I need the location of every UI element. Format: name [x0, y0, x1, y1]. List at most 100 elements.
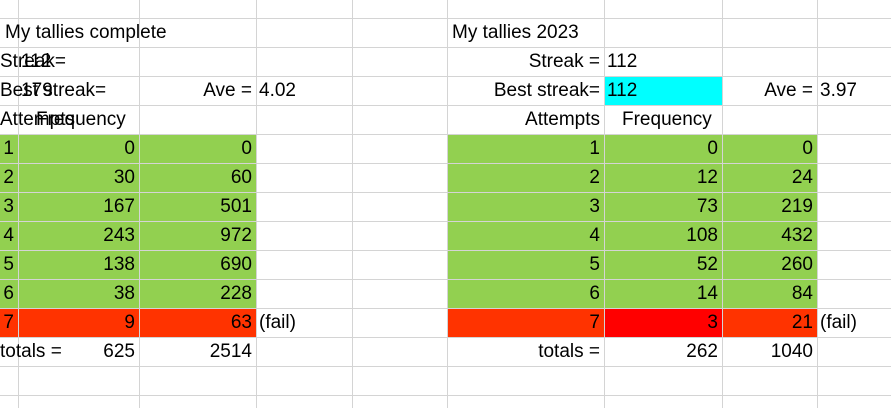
right-frequency-cell: 73 — [696, 196, 718, 217]
left-total-frequency: 625 — [103, 341, 135, 362]
right-attempt-cell: 5 — [589, 254, 600, 275]
right-total-product: 1040 — [770, 341, 813, 362]
gridline-horizontal — [0, 337, 891, 338]
left-frequency-cell: 38 — [113, 283, 135, 304]
gridline-vertical — [256, 0, 257, 408]
right-frequency-cell: 14 — [696, 283, 718, 304]
right-row-fill — [447, 279, 817, 308]
left-streak-value: 112 — [21, 51, 52, 72]
right-row-fill — [447, 134, 817, 163]
gridline-vertical — [139, 0, 140, 408]
left-ave-label: Ave = — [203, 80, 252, 101]
left-row-fill — [0, 221, 256, 250]
left-frequency-cell: 138 — [103, 254, 135, 275]
left-frequency-cell: 9 — [124, 312, 135, 333]
right-row-fill — [447, 250, 817, 279]
right-product-cell: 0 — [802, 138, 813, 159]
left-attempt-cell: 7 — [3, 312, 14, 333]
gridline-horizontal — [0, 18, 891, 19]
right-frequency-header: Frequency — [622, 109, 712, 130]
left-attempt-cell: 1 — [3, 138, 14, 159]
gridline-horizontal — [0, 105, 891, 106]
right-row-fill — [447, 192, 817, 221]
right-ave-value: 3.97 — [820, 80, 857, 101]
left-row-fill — [0, 250, 256, 279]
left-product-cell: 63 — [230, 312, 252, 333]
right-attempt-cell: 6 — [589, 283, 600, 304]
gridline-vertical — [722, 0, 723, 408]
right-product-cell: 84 — [791, 283, 813, 304]
right-ave-label: Ave = — [764, 80, 813, 101]
right-product-cell: 260 — [781, 254, 813, 275]
left-ave-value: 4.02 — [259, 80, 296, 101]
left-attempt-cell: 5 — [3, 254, 14, 275]
left-product-cell: 501 — [220, 196, 252, 217]
right-product-cell: 219 — [781, 196, 813, 217]
left-attempts-header: Attempts — [0, 109, 75, 130]
gridline-horizontal — [0, 395, 891, 396]
right-frequency-cell: 12 — [696, 167, 718, 188]
left-row-fill — [0, 192, 256, 221]
right-best-streak-label: Best streak= — [493, 80, 600, 101]
right-frequency-cell: 0 — [707, 138, 718, 159]
left-product-cell: 690 — [220, 254, 252, 275]
right-attempt-cell: 7 — [589, 312, 600, 333]
right-frequency-cell: 3 — [707, 312, 718, 333]
left-fail-note: (fail) — [259, 312, 296, 333]
left-attempt-cell: 3 — [3, 196, 14, 217]
gridline-horizontal — [0, 134, 891, 135]
right-totals-label: totals = — [538, 341, 600, 362]
gridline-vertical — [604, 0, 605, 408]
left-best-streak-value: 179 — [21, 80, 53, 101]
right-attempt-cell: 1 — [589, 138, 600, 159]
gridline-vertical — [447, 0, 448, 408]
gridline-horizontal — [0, 47, 891, 48]
gridline-vertical — [18, 0, 19, 408]
right-frequency-cell: 52 — [696, 254, 718, 275]
gridline-horizontal — [0, 250, 891, 251]
left-best-streak-label: Best streak= — [0, 80, 107, 101]
gridline-horizontal — [0, 366, 891, 367]
gridline-horizontal — [0, 221, 891, 222]
left-row-fill — [0, 163, 256, 192]
right-attempt-cell: 4 — [589, 225, 600, 246]
left-product-cell: 60 — [230, 167, 252, 188]
left-attempt-cell: 6 — [3, 283, 14, 304]
gridline-vertical — [352, 0, 353, 408]
left-frequency-cell: 243 — [103, 225, 135, 246]
gridline-horizontal — [0, 163, 891, 164]
left-frequency-header: Frequency — [36, 109, 126, 130]
left-fail-row-fill — [0, 308, 256, 337]
right-row-fill — [447, 221, 817, 250]
left-frequency-cell: 30 — [113, 167, 135, 188]
right-total-frequency: 262 — [686, 341, 718, 362]
best-streak-highlight — [604, 76, 722, 105]
left-totals-label: totals = — [0, 341, 62, 362]
right-product-cell: 24 — [791, 167, 813, 188]
right-product-cell: 432 — [781, 225, 813, 246]
left-attempt-cell: 2 — [3, 167, 14, 188]
right-attempt-cell: 2 — [589, 167, 600, 188]
right-streak-label: Streak = — [528, 51, 600, 72]
gridline-horizontal — [0, 192, 891, 193]
left-streak-label: Streak= — [0, 51, 67, 72]
right-row-fill — [447, 163, 817, 192]
left-title: My tallies complete — [5, 22, 167, 43]
left-frequency-cell: 167 — [103, 196, 135, 217]
left-product-cell: 972 — [220, 225, 252, 246]
right-attempts-header: Attempts — [525, 109, 600, 130]
left-frequency-cell: 0 — [124, 138, 135, 159]
right-frequency-cell: 108 — [686, 225, 718, 246]
right-fail-note: (fail) — [820, 312, 857, 333]
gridline-horizontal — [0, 279, 891, 280]
left-product-cell: 0 — [241, 138, 252, 159]
left-attempt-cell: 4 — [3, 225, 14, 246]
right-fail-freq-fill — [604, 308, 722, 337]
right-attempt-cell: 3 — [589, 196, 600, 217]
right-best-streak-value: 112 — [607, 80, 638, 101]
gridline-horizontal — [0, 76, 891, 77]
left-total-product: 2514 — [209, 341, 252, 362]
gridline-horizontal — [0, 308, 891, 309]
left-row-fill — [0, 134, 256, 163]
